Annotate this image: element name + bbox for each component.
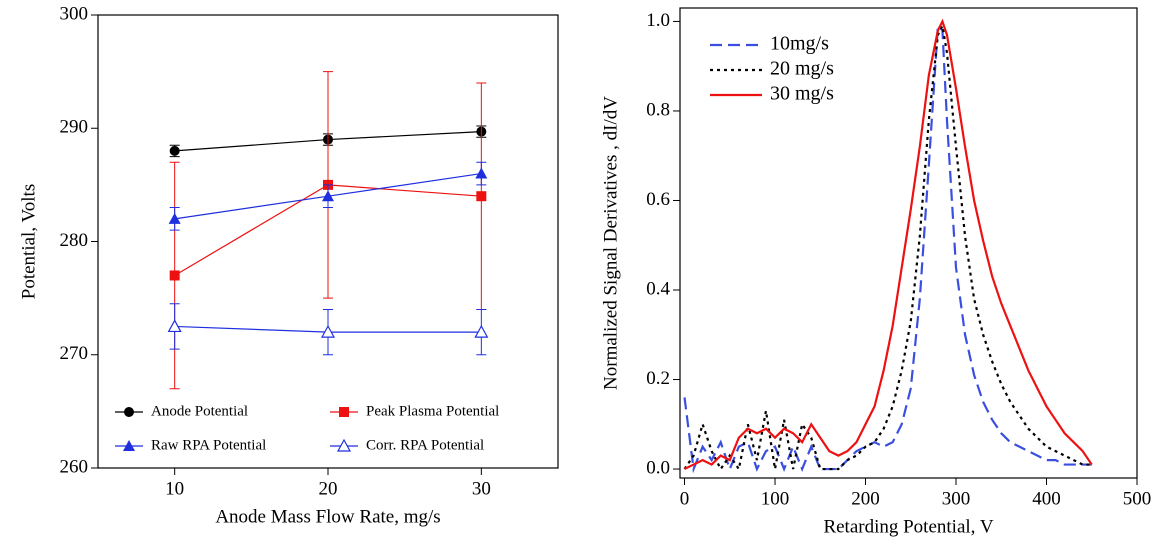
x-tick-label: 20 [319, 478, 338, 499]
y-tick-label: 280 [60, 230, 89, 251]
y-tick-label: 0.8 [646, 99, 670, 120]
y-axis-label: Potential, Volts [18, 184, 39, 299]
x-tick-label: 200 [851, 488, 880, 509]
legend-label: Peak Plasma Potential [366, 403, 499, 419]
x-tick-label: 30 [472, 478, 491, 499]
marker [475, 167, 488, 179]
y-tick-label: 0.2 [646, 368, 670, 389]
marker [320, 324, 336, 338]
marker [322, 190, 334, 202]
plot-frame [679, 7, 1138, 479]
marker [168, 212, 181, 224]
marker [169, 145, 180, 156]
marker [124, 407, 134, 417]
marker [169, 270, 180, 281]
y-tick-label: 0.4 [646, 278, 670, 299]
legend-label: Anode Potential [151, 403, 248, 419]
x-axis-label: Retarding Potential, V [823, 516, 993, 537]
y-tick-label: 290 [60, 117, 89, 138]
x-axis-label: Anode Mass Flow Rate, mg/s [215, 506, 440, 527]
x-tick-label: 500 [1123, 488, 1152, 509]
marker [474, 324, 489, 338]
y-tick-label: 1.0 [646, 10, 670, 31]
marker [123, 440, 135, 451]
legend-label: Raw RPA Potential [151, 437, 266, 453]
y-tick-label: 270 [60, 343, 89, 364]
x-tick-label: 100 [761, 488, 790, 509]
x-tick-label: 300 [942, 488, 971, 509]
marker [167, 319, 182, 333]
legend-label: 20 mg/s [770, 58, 834, 80]
legend-label: 30 mg/s [770, 83, 834, 105]
marker [336, 438, 352, 452]
x-tick-label: 0 [680, 488, 690, 509]
marker [339, 407, 349, 417]
y-tick-label: 260 [60, 456, 89, 477]
series-line [683, 22, 1092, 472]
legend-label: Corr. RPA Potential [366, 437, 484, 453]
series-line [683, 23, 1092, 474]
x-tick-label: 400 [1032, 488, 1061, 509]
y-tick-label: 300 [60, 3, 89, 24]
series-line [684, 18, 1093, 471]
y-axis-label: Normalized Signal Derivatives , dI/dV [600, 96, 621, 390]
y-tick-label: 0.0 [646, 457, 670, 478]
legend-label: 10mg/s [770, 33, 829, 55]
y-tick-label: 0.6 [646, 189, 670, 210]
marker [476, 191, 487, 202]
x-tick-label: 10 [165, 478, 184, 499]
